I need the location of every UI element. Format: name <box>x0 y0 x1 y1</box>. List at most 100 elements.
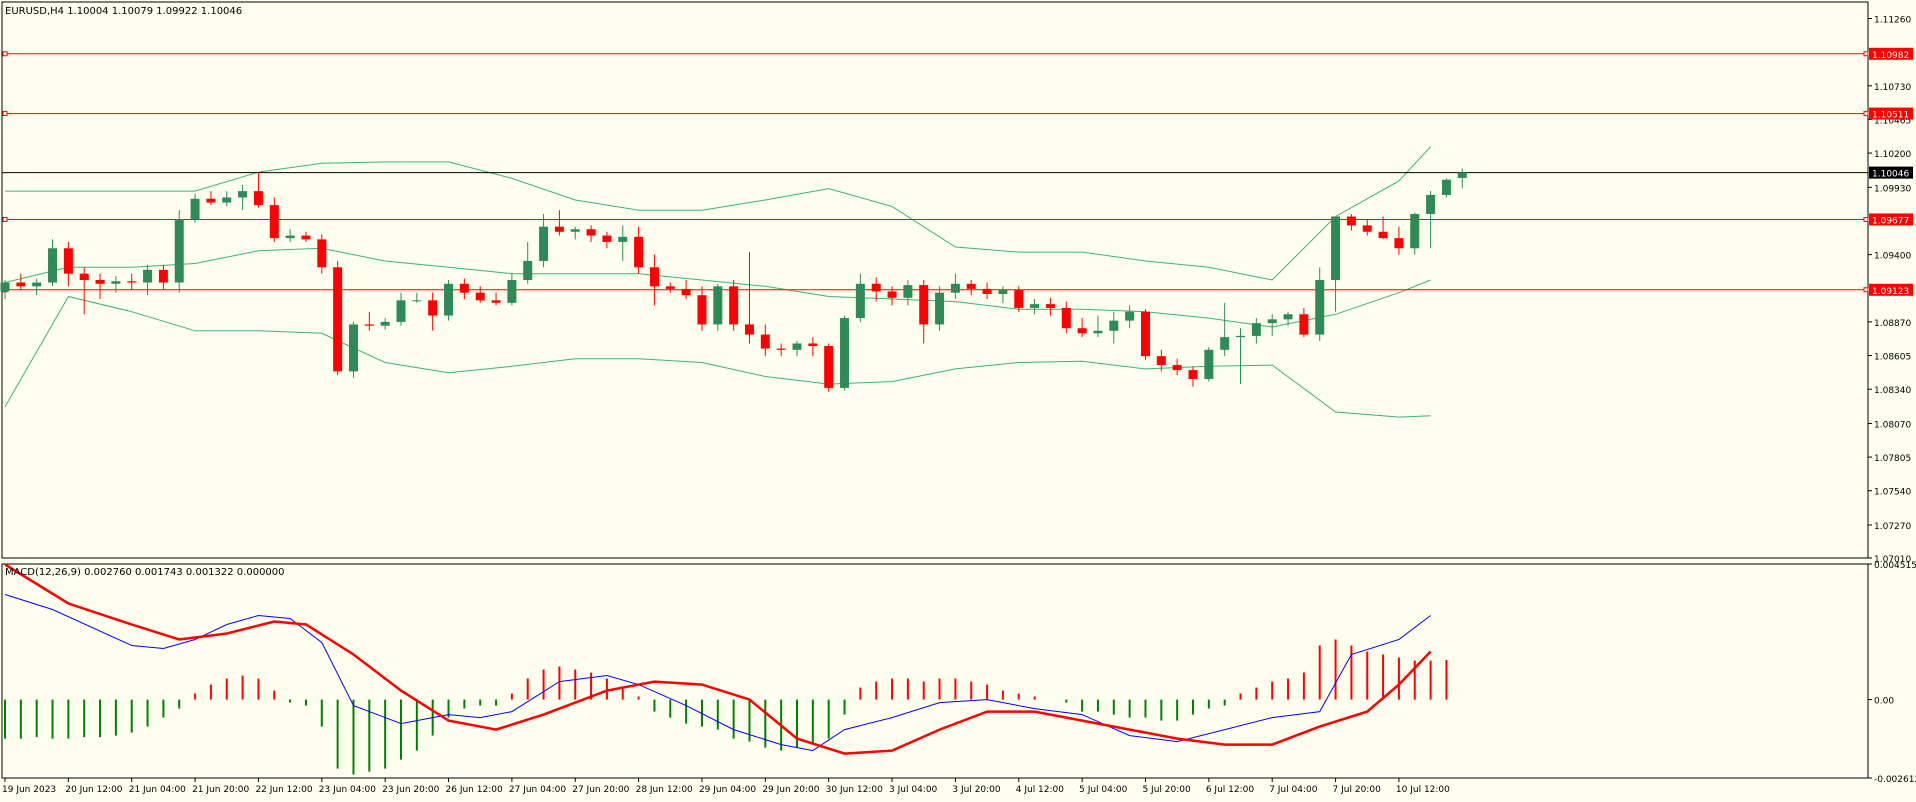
candle[interactable] <box>966 280 976 296</box>
candle[interactable] <box>697 286 707 331</box>
level-handle-right[interactable] <box>1863 287 1869 293</box>
candle[interactable] <box>665 282 675 293</box>
candle[interactable] <box>1093 315 1103 338</box>
candle[interactable] <box>1125 305 1135 329</box>
candle[interactable] <box>855 273 865 322</box>
candle[interactable] <box>491 292 501 306</box>
candle[interactable] <box>950 273 960 300</box>
candle[interactable] <box>507 273 517 306</box>
candle[interactable] <box>412 292 422 303</box>
candle[interactable] <box>79 267 89 315</box>
candle[interactable] <box>222 191 232 207</box>
candle[interactable] <box>269 197 279 242</box>
level-handle-right[interactable] <box>1863 51 1869 57</box>
candle[interactable] <box>1061 301 1071 334</box>
candle[interactable] <box>0 280 10 300</box>
level-handle-right[interactable] <box>1863 216 1869 222</box>
candle[interactable] <box>174 210 184 293</box>
candle[interactable] <box>1331 216 1341 312</box>
candle[interactable] <box>348 321 358 378</box>
level-handle-left[interactable] <box>2 216 8 222</box>
candle[interactable] <box>1077 318 1087 338</box>
candle[interactable] <box>871 277 881 302</box>
candle[interactable] <box>1267 314 1277 336</box>
candle[interactable] <box>1014 286 1024 312</box>
candle[interactable] <box>760 324 770 357</box>
candle[interactable] <box>158 264 168 291</box>
candle[interactable] <box>792 340 802 357</box>
level-handle-left[interactable] <box>2 111 8 117</box>
candle[interactable] <box>206 191 216 206</box>
candle[interactable] <box>1441 178 1451 198</box>
candle[interactable] <box>301 231 311 242</box>
candle[interactable] <box>428 292 438 331</box>
candle[interactable] <box>16 273 26 291</box>
candle[interactable] <box>935 286 945 331</box>
candle[interactable] <box>1188 366 1198 387</box>
candle[interactable] <box>127 273 137 291</box>
candle[interactable] <box>808 337 818 357</box>
candle[interactable] <box>111 276 121 293</box>
candle[interactable] <box>63 241 73 287</box>
candle[interactable] <box>919 280 929 344</box>
candle[interactable] <box>380 318 390 330</box>
candle[interactable] <box>824 343 834 392</box>
candle[interactable] <box>317 234 327 274</box>
candle[interactable] <box>95 273 105 300</box>
level-handle-left[interactable] <box>2 51 8 57</box>
candle[interactable] <box>776 343 786 357</box>
candle[interactable] <box>729 280 739 331</box>
candle[interactable] <box>1362 219 1372 236</box>
candle[interactable] <box>602 231 612 249</box>
candle[interactable] <box>364 311 374 331</box>
candle[interactable] <box>285 229 295 242</box>
candle[interactable] <box>523 241 533 284</box>
candle[interactable] <box>713 283 723 331</box>
candle[interactable] <box>681 280 691 300</box>
candle[interactable] <box>1283 311 1293 326</box>
candle[interactable] <box>190 193 200 223</box>
candle[interactable] <box>1156 349 1166 372</box>
candle[interactable] <box>253 172 263 208</box>
candle[interactable] <box>444 280 454 321</box>
candle[interactable] <box>1378 216 1388 240</box>
candle[interactable] <box>649 254 659 306</box>
candle[interactable] <box>1346 213 1356 231</box>
candle[interactable] <box>1299 307 1309 338</box>
candle[interactable] <box>998 286 1008 303</box>
candle[interactable] <box>1172 358 1182 376</box>
candle[interactable] <box>840 315 850 391</box>
candle[interactable] <box>1140 309 1150 360</box>
candle[interactable] <box>586 225 596 242</box>
candle[interactable] <box>744 252 754 344</box>
candle[interactable] <box>32 278 42 296</box>
candle[interactable] <box>1220 302 1230 357</box>
candle[interactable] <box>48 239 58 287</box>
candle[interactable] <box>1251 318 1261 344</box>
candle[interactable] <box>475 286 485 303</box>
candle[interactable] <box>1426 191 1436 249</box>
candle[interactable] <box>982 282 992 300</box>
candle[interactable] <box>1457 168 1467 189</box>
candle[interactable] <box>903 280 913 306</box>
candle[interactable] <box>1045 297 1055 316</box>
candle[interactable] <box>1204 347 1214 382</box>
candle[interactable] <box>887 286 897 306</box>
candle[interactable] <box>333 260 343 376</box>
candle[interactable] <box>1030 299 1040 315</box>
candle[interactable] <box>396 292 406 326</box>
candle[interactable] <box>1109 311 1119 344</box>
candle[interactable] <box>459 278 469 300</box>
price-pane[interactable] <box>0 1 1869 559</box>
candle[interactable] <box>1315 267 1325 341</box>
candle[interactable] <box>618 225 628 261</box>
level-handle-right[interactable] <box>1863 111 1869 117</box>
candle[interactable] <box>554 210 564 236</box>
candle[interactable] <box>238 184 248 211</box>
candle[interactable] <box>634 226 644 274</box>
candle[interactable] <box>539 213 549 268</box>
candle[interactable] <box>570 226 580 240</box>
candle[interactable] <box>1236 328 1246 385</box>
candle[interactable] <box>1410 212 1420 255</box>
